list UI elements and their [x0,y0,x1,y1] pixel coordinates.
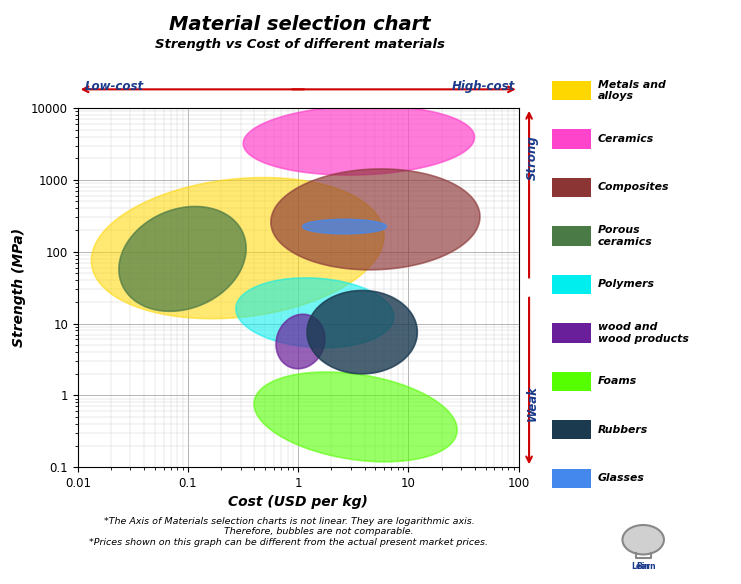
Text: Learn: Learn [631,561,656,571]
Text: Low-cost: Low-cost [85,80,144,93]
Polygon shape [307,290,417,374]
Polygon shape [271,169,480,270]
Text: Foams: Foams [598,376,637,387]
Y-axis label: Strength (MPa): Strength (MPa) [12,228,25,347]
Text: Bin: Bin [637,562,650,571]
Text: Glasses: Glasses [598,473,645,484]
Polygon shape [119,207,246,311]
Polygon shape [236,278,393,347]
Text: Material selection chart: Material selection chart [169,15,431,34]
Text: Strong: Strong [525,135,539,180]
Text: Metals and
alloys: Metals and alloys [598,80,665,101]
Text: Ceramics: Ceramics [598,134,654,144]
Text: Strength vs Cost of different materials: Strength vs Cost of different materials [155,38,445,51]
Text: *The Axis of Materials selection charts is not linear. They are logarithmic axis: *The Axis of Materials selection charts … [90,517,488,547]
Text: Polymers: Polymers [598,279,655,290]
Text: wood and
wood products: wood and wood products [598,322,689,343]
Text: Rubbers: Rubbers [598,425,648,435]
Polygon shape [91,178,384,319]
Text: High-cost: High-cost [452,80,515,93]
Text: Composites: Composites [598,182,669,193]
Circle shape [622,525,664,554]
X-axis label: Cost (USD per kg): Cost (USD per kg) [228,495,368,509]
Text: Porous
ceramics: Porous ceramics [598,225,653,246]
Polygon shape [302,220,386,234]
Polygon shape [254,372,457,462]
Text: Weak: Weak [525,385,539,421]
Polygon shape [243,106,474,175]
Polygon shape [276,314,325,369]
